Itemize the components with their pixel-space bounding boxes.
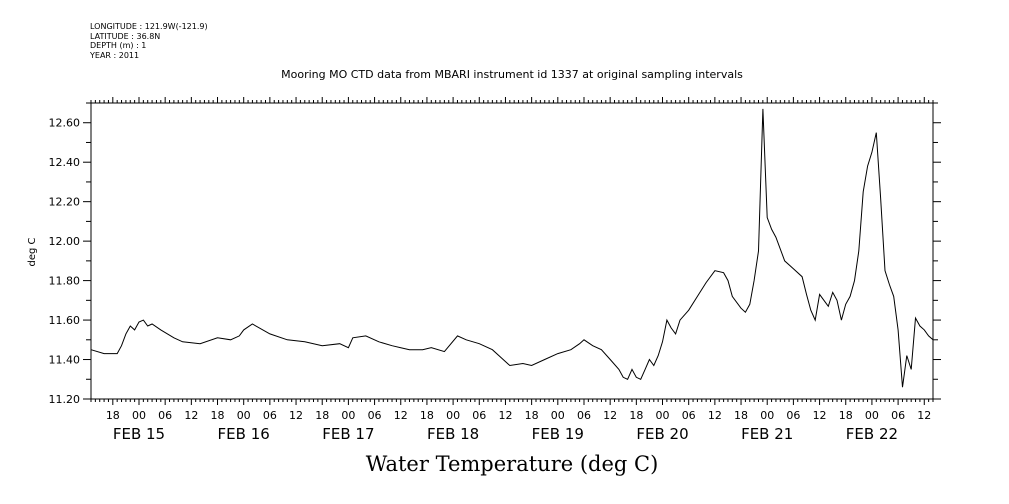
x-day-label: FEB 21 xyxy=(741,425,793,443)
x-tick-label: 00 xyxy=(132,409,146,422)
series-line-water-temperature xyxy=(90,108,934,388)
x-tick-label: 12 xyxy=(394,409,408,422)
x-tick-label: 06 xyxy=(786,409,800,422)
depth-label: DEPTH (m) : 1 xyxy=(90,41,147,50)
chart-title: Mooring MO CTD data from MBARI instrumen… xyxy=(281,68,743,81)
x-tick-label: 00 xyxy=(237,409,251,422)
x-day-label: FEB 17 xyxy=(322,425,374,443)
y-tick-labels: 11.20 11.40 11.60 11.80 12.00 12.20 12.40 12.60 xyxy=(49,117,81,406)
x-day-labels: FEB 15 FEB 16 FEB 17 FEB 18 FEB 19 FEB 20 FEB … xyxy=(113,425,898,443)
y-tick-label: 11.60 xyxy=(49,314,81,327)
x-tick-label: 00 xyxy=(551,409,565,422)
y-tick-label: 12.40 xyxy=(49,156,81,169)
x-tick-label: 18 xyxy=(734,409,748,422)
x-tick-label: 12 xyxy=(813,409,827,422)
x-tick-label: 12 xyxy=(498,409,512,422)
x-tick-label: 06 xyxy=(577,409,591,422)
latitude-label: LATITUDE : 36.8N xyxy=(90,31,161,41)
y-axis-label: deg C xyxy=(27,237,38,266)
x-tick-label: 18 xyxy=(629,409,643,422)
x-tick-label: 18 xyxy=(839,409,853,422)
x-tick-label: 00 xyxy=(341,409,355,422)
x-tick-label: 12 xyxy=(289,409,303,422)
x-day-label: FEB 16 xyxy=(218,425,270,443)
y-tick-label: 11.80 xyxy=(49,275,81,288)
axis-ticks xyxy=(83,97,941,405)
year-label: YEAR : 2011 xyxy=(90,50,140,60)
x-tick-label: 06 xyxy=(263,409,277,422)
chart-caption: Water Temperature (deg C) xyxy=(365,452,659,476)
longitude-label: LONGITUDE : 121.9W(-121.9) xyxy=(90,22,208,31)
x-tick-label: 12 xyxy=(708,409,722,422)
x-tick-label: 18 xyxy=(315,409,329,422)
x-tick-label: 06 xyxy=(158,409,172,422)
x-day-label: FEB 18 xyxy=(427,425,479,443)
x-tick-label: 00 xyxy=(760,409,774,422)
x-tick-labels: 18 00 06 12 18 00 06 12 18 00 06 12 18 00 06 12 18 00 06 12… xyxy=(106,409,931,422)
x-tick-label: 18 xyxy=(106,409,120,422)
x-tick-label: 00 xyxy=(865,409,879,422)
x-tick-label: 12 xyxy=(603,409,617,422)
y-tick-label: 11.20 xyxy=(49,393,81,406)
x-tick-label: 18 xyxy=(525,409,539,422)
x-tick-label: 06 xyxy=(891,409,905,422)
plot-frame xyxy=(90,102,934,400)
x-day-label: FEB 15 xyxy=(113,425,165,443)
x-day-label: FEB 19 xyxy=(532,425,584,443)
x-tick-label: 00 xyxy=(446,409,460,422)
y-tick-label: 12.20 xyxy=(49,196,81,209)
x-day-label: FEB 22 xyxy=(846,425,898,443)
x-tick-label: 12 xyxy=(184,409,198,422)
y-tick-label: 11.40 xyxy=(49,354,81,367)
x-tick-label: 12 xyxy=(917,409,931,422)
x-tick-label: 00 xyxy=(656,409,670,422)
y-tick-label: 12.60 xyxy=(49,117,81,130)
x-tick-label: 06 xyxy=(472,409,486,422)
x-day-label: FEB 20 xyxy=(636,425,688,443)
x-tick-label: 06 xyxy=(682,409,696,422)
metadata-block: LONGITUDE : 121.9W(-121.9) LATITUDE : 36… xyxy=(90,22,208,60)
plot-border xyxy=(90,102,934,400)
x-tick-label: 18 xyxy=(211,409,225,422)
line-chart: 11.20 11.40 11.60 11.80 12.00 12.20 12.40 12.60… xyxy=(27,97,941,443)
x-tick-label: 18 xyxy=(420,409,434,422)
y-tick-label: 12.00 xyxy=(49,235,81,248)
x-tick-label: 06 xyxy=(368,409,382,422)
